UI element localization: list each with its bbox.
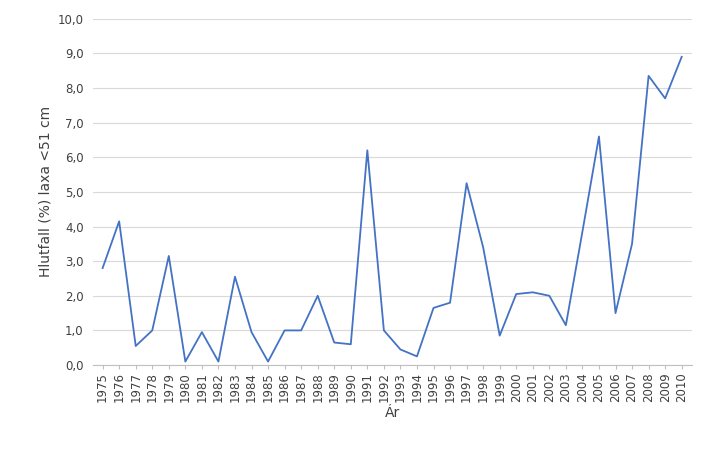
- Y-axis label: Hlutfall (%) laxa <51 cm: Hlutfall (%) laxa <51 cm: [38, 106, 52, 278]
- X-axis label: Ár: Ár: [384, 406, 400, 420]
